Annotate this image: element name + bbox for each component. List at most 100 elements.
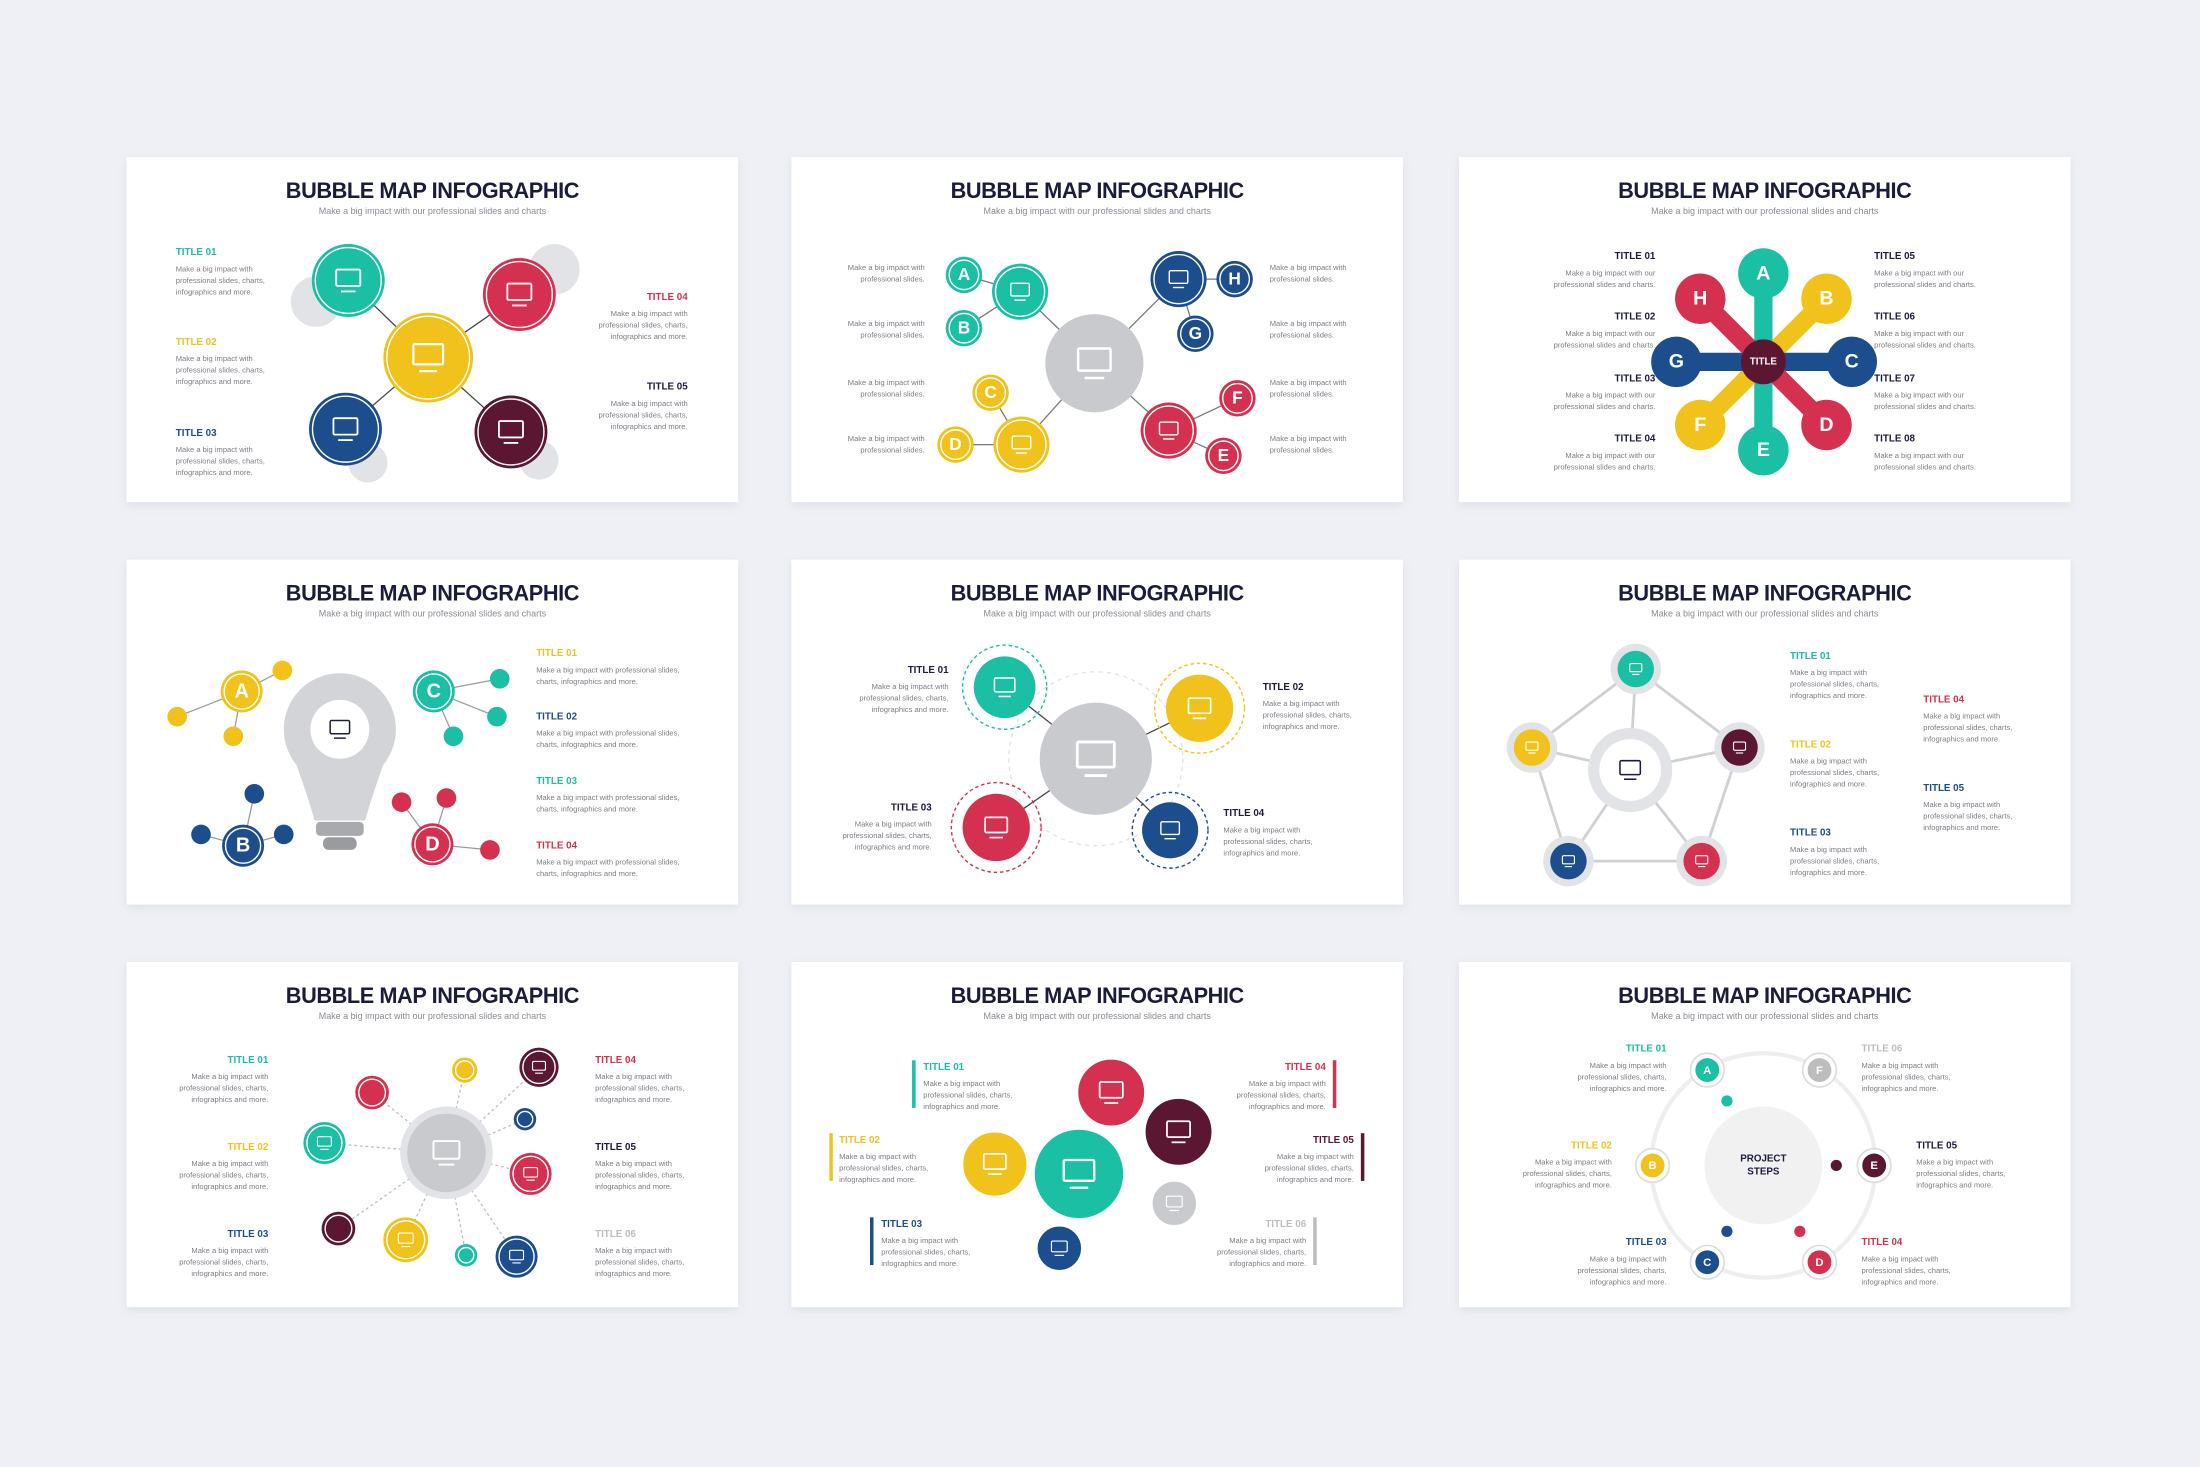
slide: BUBBLE MAP INFOGRAPHIC Make a big impact …	[126, 157, 739, 503]
item-text: infographics and more.	[1790, 868, 1867, 877]
item-title: TITLE 03	[227, 1229, 268, 1240]
icon	[316, 1136, 332, 1147]
slide: BUBBLE MAP INFOGRAPHIC Make a big impact …	[126, 962, 739, 1308]
connector	[446, 1066, 540, 1154]
decoration	[912, 1060, 916, 1108]
decoration	[869, 1217, 874, 1266]
bubble-letter: C	[1703, 1257, 1711, 1269]
item-title: TITLE 01	[1615, 251, 1656, 262]
slide: BUBBLE MAP INFOGRAPHIC Make a big impact …	[1459, 157, 2071, 503]
bubble	[962, 793, 1030, 862]
bubble	[191, 824, 211, 845]
bubble	[223, 726, 244, 747]
item-text: Make a big impact with	[1790, 845, 1867, 854]
bubble	[412, 670, 455, 713]
bubble	[1030, 1125, 1128, 1223]
bubble	[222, 824, 265, 867]
item-text: professional slides, charts,	[176, 457, 265, 466]
slide-subtitle: Make a big impact with our professional …	[1651, 206, 1879, 216]
bubble	[482, 258, 556, 331]
item-text: professional slides, charts,	[179, 1084, 268, 1093]
bubble	[1683, 842, 1720, 880]
item-text: professional slides, charts,	[595, 1171, 684, 1180]
petal	[1675, 273, 1726, 324]
item-text: infographics and more.	[611, 422, 688, 431]
slide-title: BUBBLE MAP INFOGRAPHIC	[1618, 580, 1912, 605]
item-text: infographics and more.	[881, 1259, 958, 1268]
item-text: infographics and more.	[1590, 1084, 1667, 1093]
item-text: Make a big impact with	[872, 682, 949, 691]
petal	[1738, 424, 1789, 476]
item-text: professional slides and charts.	[1874, 340, 1976, 349]
item-title: TITLE 03	[891, 802, 932, 813]
icon	[1050, 1240, 1068, 1253]
bubble-letter: B	[1819, 288, 1833, 310]
bubble-ring	[1207, 440, 1239, 472]
bubble	[1550, 842, 1587, 880]
bubble-ring	[516, 1110, 534, 1128]
item-text: charts, infographics and more.	[536, 805, 638, 814]
item-text: Make a big impact with	[855, 820, 932, 829]
item-text: professional slides and charts.	[1554, 402, 1656, 411]
item-text: professional slides, charts,	[859, 694, 948, 703]
bubble	[436, 788, 457, 808]
bubble-ring	[948, 312, 980, 344]
item-title: TITLE 01	[1790, 651, 1831, 662]
slide: BUBBLE MAP INFOGRAPHIC Make a big impact …	[1459, 962, 2071, 1308]
bubble	[973, 656, 1036, 719]
item-text: Make a big impact with professional slid…	[536, 793, 679, 802]
item-text: infographics and more.	[1263, 722, 1340, 731]
bubble-ring	[224, 827, 262, 864]
item-title: TITLE 05	[1874, 251, 1915, 262]
item-text: Make a big impact with our	[1565, 268, 1655, 277]
item-text: Make a big impact with	[1923, 800, 2000, 809]
bubble-letter: D	[1819, 414, 1833, 436]
bubble	[993, 416, 1050, 473]
item-text: professional slides and charts.	[1554, 280, 1656, 289]
bubble-ring	[512, 1155, 549, 1193]
item-text: infographics and more.	[176, 377, 253, 386]
item-text: infographics and more.	[595, 1182, 672, 1191]
item-title: TITLE 03	[176, 428, 217, 439]
item-text: professional slides.	[1270, 445, 1334, 454]
item-text: infographics and more.	[1590, 1277, 1667, 1286]
item-text: professional slides, charts,	[1577, 1072, 1666, 1081]
item-title: TITLE 04	[1862, 1237, 1903, 1248]
item-title: TITLE 04	[1285, 1062, 1326, 1073]
item-text: infographics and more.	[191, 1182, 268, 1191]
bubble	[972, 374, 1009, 411]
icon	[1098, 1081, 1124, 1099]
item-text: Make a big impact with	[1862, 1254, 1939, 1263]
icon	[506, 282, 533, 301]
item-text: professional slides.	[860, 330, 924, 339]
bubble-letter: D	[425, 833, 439, 855]
item-text: infographics and more.	[1923, 735, 2000, 744]
bubble	[1721, 729, 1758, 766]
item-text: charts, infographics and more.	[536, 869, 638, 878]
item-text: Make a big impact with our	[1565, 451, 1655, 460]
bubble-ring	[386, 1220, 426, 1260]
icon	[412, 343, 445, 366]
item-text: Make a big impact with	[1270, 263, 1347, 272]
item-title: TITLE 06	[1265, 1219, 1306, 1230]
bubble	[391, 792, 412, 813]
item-text: professional slides and charts.	[1874, 462, 1976, 471]
item-title: TITLE 03	[536, 776, 577, 787]
item-text: Make a big impact with	[1263, 699, 1340, 708]
slide-title: BUBBLE MAP INFOGRAPHIC	[951, 580, 1245, 605]
item-text: professional slides, charts,	[1923, 723, 2012, 732]
bubble	[1807, 1058, 1832, 1083]
bubble-halo	[950, 781, 1042, 874]
bubble	[1695, 1058, 1720, 1083]
bubble-letter: B	[958, 317, 971, 337]
slide-subtitle: Make a big impact with our professional …	[1651, 609, 1879, 619]
item-text: professional slides, charts,	[1790, 680, 1879, 689]
item-text: infographics and more.	[176, 287, 253, 296]
slide: BUBBLE MAP INFOGRAPHIC Make a big impact …	[126, 559, 739, 905]
item-title: TITLE 05	[647, 382, 688, 393]
bubble	[1033, 1222, 1086, 1275]
item-text: infographics and more.	[1535, 1181, 1612, 1190]
item-title: TITLE 02	[839, 1135, 880, 1146]
bubble-ring	[306, 1124, 343, 1162]
bubble	[1721, 1095, 1733, 1107]
